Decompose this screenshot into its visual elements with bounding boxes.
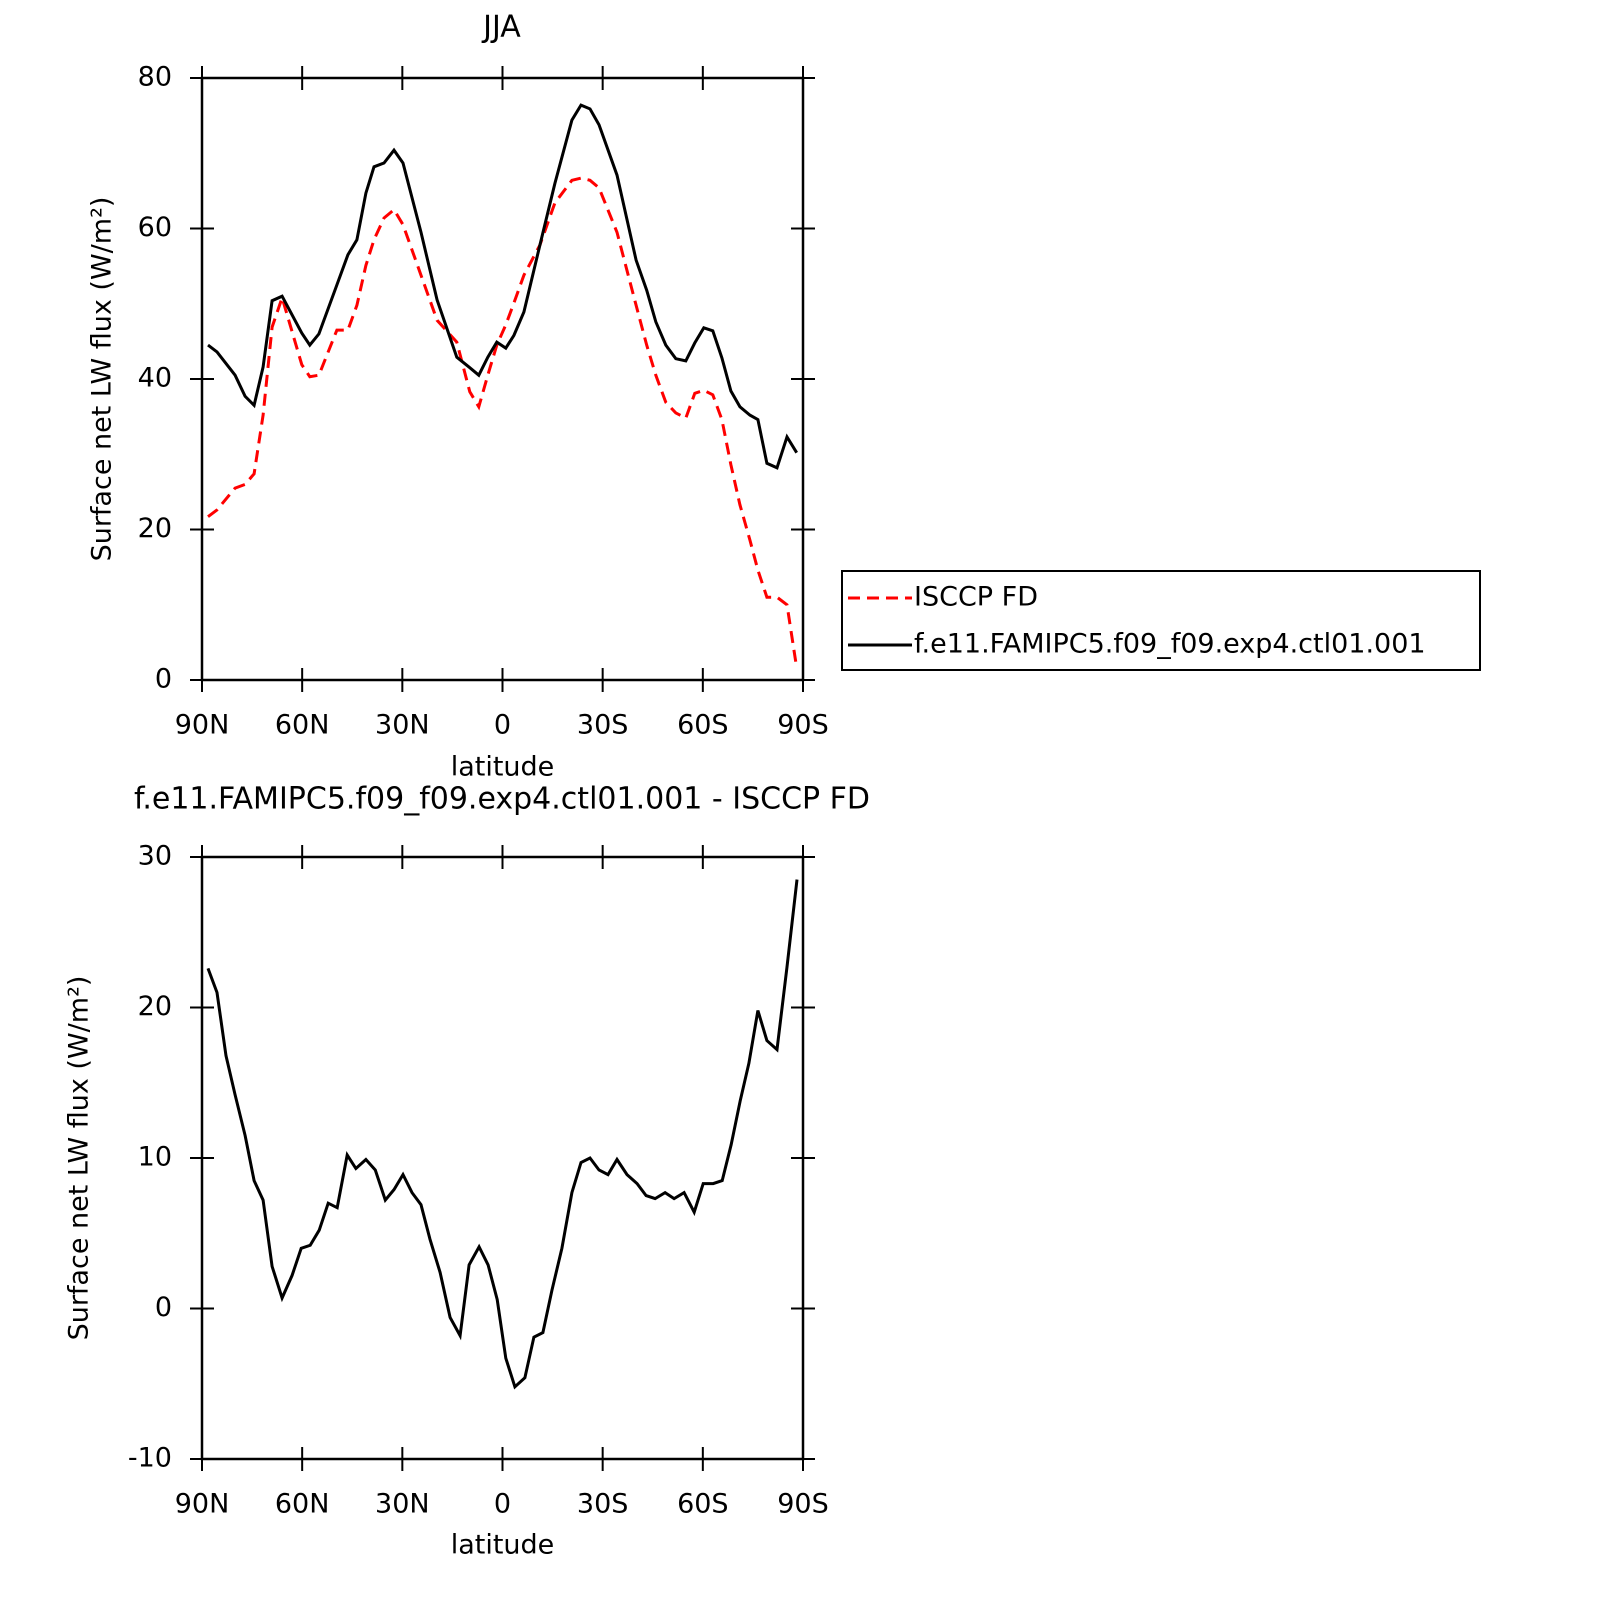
plot-frame	[200, 855, 805, 1461]
x-tick-label: 30N	[375, 1489, 430, 1520]
plot-frame	[200, 76, 805, 682]
y-tick-label: 30	[138, 841, 172, 872]
y-tick-label: 80	[138, 62, 172, 93]
x-tick-label: 90S	[777, 1489, 829, 1520]
x-axis-label: latitude	[451, 752, 555, 783]
y-tick-label: 0	[155, 1292, 172, 1323]
x-tick-label: 30N	[375, 710, 430, 741]
x-tick-label: 0	[494, 1489, 511, 1520]
y-tick-label: -10	[128, 1443, 172, 1474]
y-axis-label: Surface net LW flux (W/m²)	[87, 197, 118, 562]
legend-label: f.e11.FAMIPC5.f09_f09.exp4.ctl01.001	[914, 629, 1426, 660]
y-tick-label: 20	[138, 991, 172, 1022]
y-tick-label: 40	[138, 363, 172, 394]
x-tick-label: 90N	[175, 1489, 230, 1520]
y-axis-label: Surface net LW flux (W/m²)	[64, 976, 95, 1341]
data-line	[206, 879, 799, 1390]
legend-label: ISCCP FD	[914, 582, 1038, 613]
chart-title: f.e11.FAMIPC5.f09_f09.exp4.ctl01.001 - I…	[134, 782, 870, 817]
legend-box	[841, 570, 1481, 671]
y-tick-label: 60	[138, 212, 172, 243]
chart-title: JJA	[481, 10, 521, 45]
x-tick-label: 30S	[577, 710, 629, 741]
data-line	[207, 103, 798, 470]
x-tick-label: 90S	[777, 710, 829, 741]
data-line	[207, 176, 799, 669]
y-tick-label: 20	[138, 513, 172, 544]
x-tick-label: 60N	[275, 1489, 330, 1520]
x-tick-label: 60S	[677, 1489, 729, 1520]
y-tick-label: 10	[138, 1142, 172, 1173]
x-tick-label: 60N	[275, 710, 330, 741]
x-axis-label: latitude	[451, 1530, 555, 1561]
y-tick-label: 0	[155, 664, 172, 695]
x-tick-label: 30S	[577, 1489, 629, 1520]
x-tick-label: 0	[494, 710, 511, 741]
x-tick-label: 60S	[677, 710, 729, 741]
x-tick-label: 90N	[175, 710, 230, 741]
